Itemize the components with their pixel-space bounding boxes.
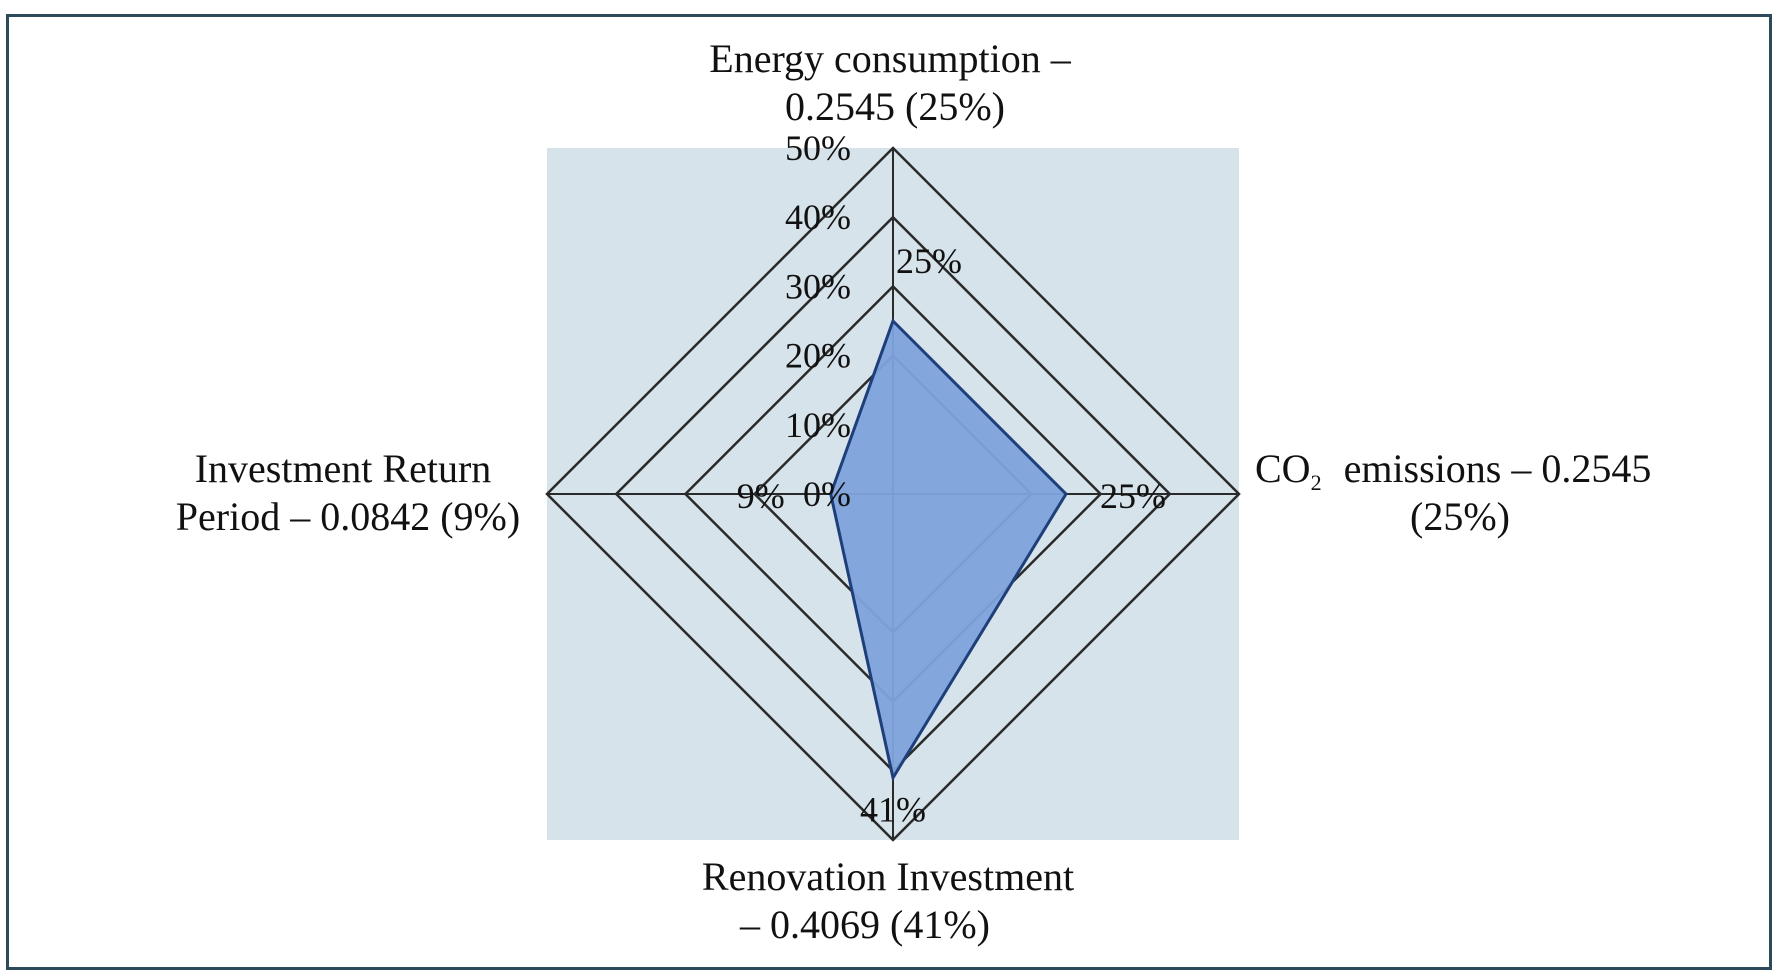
data-label-3: 9% — [737, 476, 785, 516]
axis-label-co2-line2: (25%) — [1410, 494, 1510, 539]
data-labels: 25% 25% 41% 9% — [737, 241, 1166, 830]
axis-label-energy-line1: Energy consumption – — [709, 36, 1071, 81]
axis-label-return-period-line2: Period – 0.0842 (9%) — [176, 494, 520, 539]
axis-label-renovation: Renovation Investment – 0.4069 (41%) — [702, 854, 1084, 947]
axis-label-return-period: Investment Return Period – 0.0842 (9%) — [176, 446, 520, 539]
axis-label-co2-line1: CO2 emissions – 0.2545 — [1255, 446, 1651, 495]
axis-label-renovation-line2: – 0.4069 (41%) — [739, 902, 990, 947]
radial-tick-label: 40% — [785, 197, 851, 237]
radial-tick-label: 30% — [785, 266, 851, 306]
axis-label-co2-suffix: emissions – 0.2545 — [1344, 446, 1652, 491]
axis-label-return-period-line1: Investment Return — [195, 446, 492, 491]
data-label-1: 25% — [1100, 476, 1166, 516]
data-label-0: 25% — [896, 241, 962, 281]
axis-label-energy: Energy consumption – 0.2545 (25%) — [709, 36, 1080, 129]
series-area — [829, 318, 1068, 782]
axis-label-co2-subscript: 2 — [1311, 470, 1322, 495]
radial-tick-label: 0% — [803, 474, 851, 514]
radial-tick-labels: 0% 10% 20% 30% 40% 50% — [785, 128, 851, 514]
axis-label-energy-line2: 0.2545 (25%) — [785, 84, 1005, 129]
data-label-2: 41% — [860, 790, 926, 830]
radial-tick-label: 50% — [785, 128, 851, 168]
radial-tick-label: 10% — [785, 405, 851, 445]
axis-label-co2-prefix: CO — [1255, 446, 1311, 491]
axis-label-renovation-line1: Renovation Investment — [702, 854, 1074, 899]
radial-tick-label: 20% — [785, 336, 851, 376]
